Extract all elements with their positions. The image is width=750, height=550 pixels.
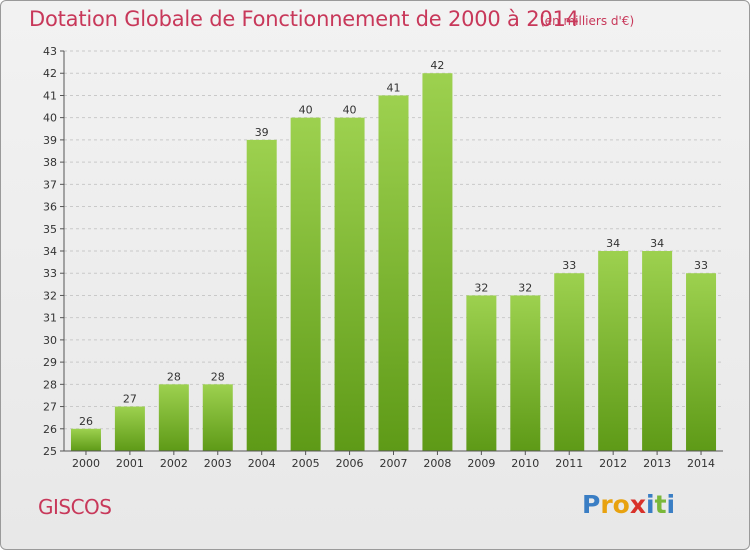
proxiti-logo[interactable]: Proxiti bbox=[582, 490, 675, 519]
data-label: 32 bbox=[518, 281, 532, 294]
bar bbox=[510, 295, 541, 451]
logo-letter: x bbox=[629, 490, 646, 519]
chart-subtitle: (en milliers d'€) bbox=[540, 14, 635, 28]
bar bbox=[554, 273, 585, 451]
logo-letter: r bbox=[600, 490, 613, 519]
logo-letter: i bbox=[646, 490, 655, 519]
bar bbox=[686, 273, 717, 451]
x-tick-label: 2001 bbox=[116, 457, 144, 470]
logo-letter: P bbox=[582, 490, 601, 519]
bar bbox=[70, 428, 101, 451]
bar bbox=[290, 117, 321, 452]
y-tick-label: 28 bbox=[43, 378, 57, 391]
y-tick-label: 40 bbox=[43, 112, 57, 125]
data-label: 41 bbox=[387, 81, 401, 94]
y-tick-label: 34 bbox=[43, 245, 57, 258]
data-label: 40 bbox=[299, 104, 313, 117]
x-tick-label: 2009 bbox=[467, 457, 495, 470]
bar bbox=[114, 406, 145, 451]
x-tick-label: 2000 bbox=[72, 457, 100, 470]
y-tick-label: 36 bbox=[43, 201, 57, 214]
y-tick-label: 27 bbox=[43, 401, 57, 414]
y-tick-label: 39 bbox=[43, 134, 57, 147]
bars: 26 27 28 28 39 40 40 41 42 32 32 33 34 34 33 bbox=[70, 59, 717, 452]
data-label: 40 bbox=[343, 104, 357, 117]
y-tick-label: 41 bbox=[43, 89, 57, 102]
data-label: 28 bbox=[167, 370, 181, 383]
x-tick-label: 2010 bbox=[511, 457, 539, 470]
bar bbox=[466, 295, 497, 451]
bar bbox=[158, 384, 189, 451]
x-tick-label: 2002 bbox=[160, 457, 188, 470]
logo-letter: t bbox=[654, 490, 667, 519]
bar bbox=[246, 139, 277, 451]
bar bbox=[378, 95, 409, 451]
data-label: 28 bbox=[211, 370, 225, 383]
x-tick-label: 2007 bbox=[380, 457, 408, 470]
data-label: 34 bbox=[650, 237, 664, 250]
x-tick-label: 2005 bbox=[292, 457, 320, 470]
bar bbox=[598, 251, 629, 451]
commune-name: GISCOS bbox=[38, 495, 112, 519]
chart-title: Dotation Globale de Fonctionnement de 20… bbox=[29, 7, 579, 31]
y-tick-label: 31 bbox=[43, 312, 57, 325]
y-tick-label: 42 bbox=[43, 67, 57, 80]
logo-letter: o bbox=[612, 490, 630, 519]
x-tick-label: 2011 bbox=[555, 457, 583, 470]
y-tick-label: 37 bbox=[43, 178, 57, 191]
data-label: 39 bbox=[255, 126, 269, 139]
y-tick-label: 30 bbox=[43, 334, 57, 347]
x-tick-label: 2008 bbox=[423, 457, 451, 470]
x-tick-label: 2012 bbox=[599, 457, 627, 470]
data-label: 42 bbox=[430, 59, 444, 72]
x-tick-label: 2003 bbox=[204, 457, 232, 470]
bar bbox=[334, 117, 365, 452]
data-label: 32 bbox=[474, 281, 488, 294]
x-tick-label: 2013 bbox=[643, 457, 671, 470]
bar bbox=[202, 384, 233, 451]
y-tick-label: 38 bbox=[43, 156, 57, 169]
axes: 25 26 27 28 29 30 31 32 33 34 35 36 37 38 39 40 41 42 43 20… bbox=[43, 45, 723, 470]
data-label: 34 bbox=[606, 237, 620, 250]
y-tick-label: 25 bbox=[43, 445, 57, 458]
data-label: 27 bbox=[123, 393, 137, 406]
data-label: 33 bbox=[694, 259, 708, 272]
bar bbox=[422, 73, 453, 451]
bar bbox=[642, 251, 673, 451]
data-label: 26 bbox=[79, 415, 93, 428]
y-tick-label: 32 bbox=[43, 289, 57, 302]
logo-letter: i bbox=[666, 490, 676, 519]
y-tick-label: 29 bbox=[43, 356, 57, 369]
x-tick-label: 2004 bbox=[248, 457, 276, 470]
y-tick-label: 43 bbox=[43, 45, 57, 58]
y-tick-label: 33 bbox=[43, 267, 57, 280]
y-tick-label: 26 bbox=[43, 423, 57, 436]
x-tick-label: 2014 bbox=[687, 457, 715, 470]
y-tick-label: 35 bbox=[43, 223, 57, 236]
data-label: 33 bbox=[562, 259, 576, 272]
x-tick-label: 2006 bbox=[336, 457, 364, 470]
